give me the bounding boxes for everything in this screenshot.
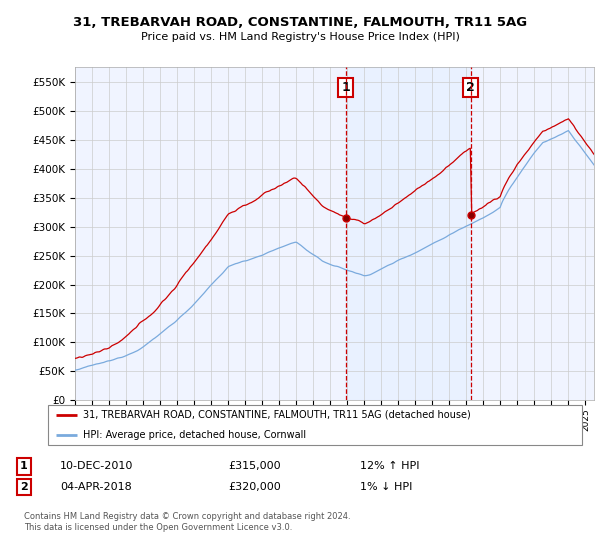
Text: 31, TREBARVAH ROAD, CONSTANTINE, FALMOUTH, TR11 5AG: 31, TREBARVAH ROAD, CONSTANTINE, FALMOUT… [73, 16, 527, 29]
Text: HPI: Average price, detached house, Cornwall: HPI: Average price, detached house, Corn… [83, 430, 306, 440]
Text: 04-APR-2018: 04-APR-2018 [60, 482, 132, 492]
Text: Contains HM Land Registry data © Crown copyright and database right 2024.
This d: Contains HM Land Registry data © Crown c… [24, 512, 350, 532]
Text: £320,000: £320,000 [228, 482, 281, 492]
FancyBboxPatch shape [48, 405, 582, 445]
Text: 2: 2 [20, 482, 28, 492]
Text: 2: 2 [466, 81, 475, 94]
Text: 1: 1 [341, 81, 350, 94]
Text: 1% ↓ HPI: 1% ↓ HPI [360, 482, 412, 492]
Text: 1: 1 [20, 461, 28, 472]
Text: 12% ↑ HPI: 12% ↑ HPI [360, 461, 419, 472]
Bar [346, 67, 470, 400]
Text: 10-DEC-2010: 10-DEC-2010 [60, 461, 133, 472]
Text: 31, TREBARVAH ROAD, CONSTANTINE, FALMOUTH, TR11 5AG (detached house): 31, TREBARVAH ROAD, CONSTANTINE, FALMOUT… [83, 410, 470, 420]
Text: Price paid vs. HM Land Registry's House Price Index (HPI): Price paid vs. HM Land Registry's House … [140, 32, 460, 43]
Text: £315,000: £315,000 [228, 461, 281, 472]
